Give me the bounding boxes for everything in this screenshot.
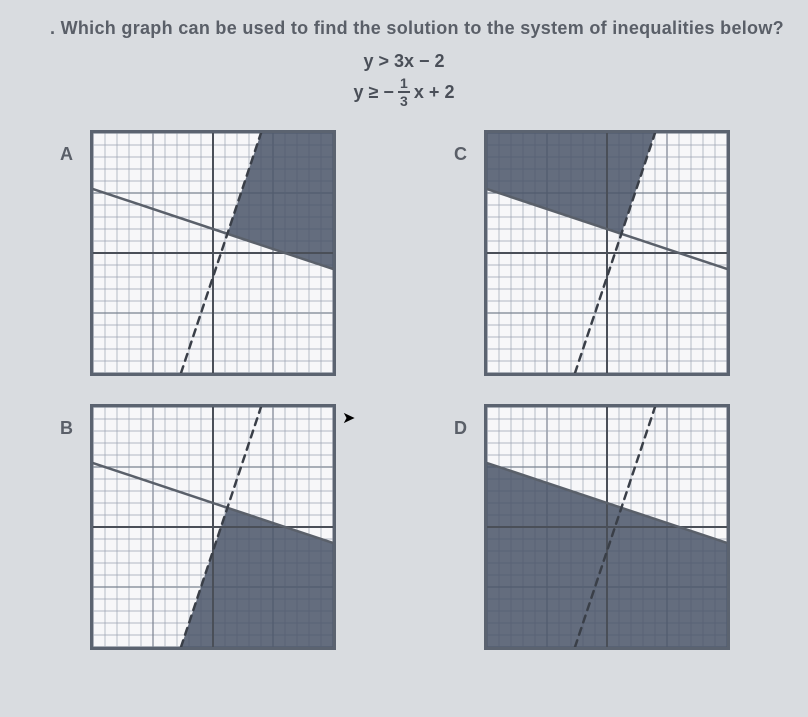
choice-label-A: A <box>60 144 78 165</box>
ineq2-prefix: y ≥ − <box>354 82 394 103</box>
choice-D[interactable]: D <box>454 404 748 650</box>
inequality-1: y > 3x − 2 <box>20 51 788 72</box>
ineq2-denominator: 3 <box>400 94 408 108</box>
choice-label-D: D <box>454 418 472 439</box>
graph-D <box>484 404 730 650</box>
equations-block: y > 3x − 2 y ≥ − 1 3 x + 2 <box>20 51 788 110</box>
graph-A <box>90 130 336 376</box>
ineq2-numerator: 1 <box>400 76 408 90</box>
page-root: . Which graph can be used to find the so… <box>0 0 808 717</box>
choice-A[interactable]: A <box>60 130 354 376</box>
question-text: . Which graph can be used to find the so… <box>50 18 788 39</box>
inequality-2: y ≥ − 1 3 x + 2 <box>354 76 455 108</box>
graph-C <box>484 130 730 376</box>
choice-label-C: C <box>454 144 472 165</box>
cursor-icon: ➤ <box>342 408 355 428</box>
choices-grid: A C B D <box>20 130 788 650</box>
graph-B <box>90 404 336 650</box>
choice-C[interactable]: C <box>454 130 748 376</box>
ineq2-fraction: 1 3 <box>398 76 410 108</box>
ineq2-suffix: x + 2 <box>414 82 455 103</box>
choice-B[interactable]: B <box>60 404 354 650</box>
choice-label-B: B <box>60 418 78 439</box>
